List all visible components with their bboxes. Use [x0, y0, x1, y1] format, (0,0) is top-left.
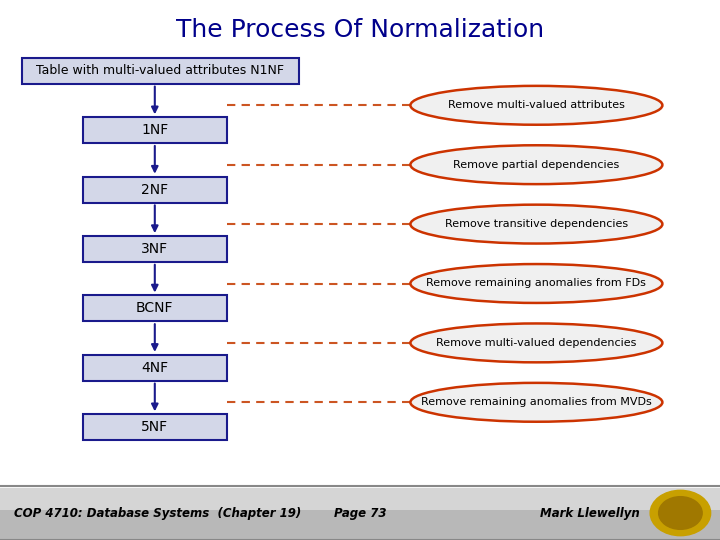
Text: Remove remaining anomalies from MVDs: Remove remaining anomalies from MVDs	[421, 397, 652, 407]
Text: BCNF: BCNF	[136, 301, 174, 315]
Text: COP 4710: Database Systems  (Chapter 19): COP 4710: Database Systems (Chapter 19)	[14, 507, 302, 519]
Text: Page 73: Page 73	[334, 507, 386, 519]
Ellipse shape	[410, 264, 662, 303]
Ellipse shape	[410, 86, 662, 125]
Ellipse shape	[410, 145, 662, 184]
FancyBboxPatch shape	[83, 414, 227, 440]
Circle shape	[650, 490, 711, 536]
Text: Remove transitive dependencies: Remove transitive dependencies	[445, 219, 628, 229]
FancyBboxPatch shape	[83, 117, 227, 143]
Ellipse shape	[410, 205, 662, 244]
FancyBboxPatch shape	[83, 236, 227, 262]
Text: 2NF: 2NF	[141, 183, 168, 197]
FancyBboxPatch shape	[83, 295, 227, 321]
Text: 4NF: 4NF	[141, 361, 168, 375]
Ellipse shape	[410, 323, 662, 362]
Ellipse shape	[410, 383, 662, 422]
FancyBboxPatch shape	[83, 355, 227, 381]
Text: 3NF: 3NF	[141, 242, 168, 256]
Text: Remove multi-valued attributes: Remove multi-valued attributes	[448, 100, 625, 110]
Text: 5NF: 5NF	[141, 420, 168, 434]
Text: Remove multi-valued dependencies: Remove multi-valued dependencies	[436, 338, 636, 348]
Text: 1NF: 1NF	[141, 123, 168, 137]
Bar	[0, 486, 720, 510]
FancyBboxPatch shape	[83, 177, 227, 202]
Bar	[0, 486, 720, 540]
Text: Table with multi-valued attributes N1NF: Table with multi-valued attributes N1NF	[36, 64, 284, 77]
Text: Remove partial dependencies: Remove partial dependencies	[454, 160, 619, 170]
Circle shape	[659, 497, 702, 529]
Text: Mark Llewellyn: Mark Llewellyn	[540, 507, 640, 519]
Text: The Process Of Normalization: The Process Of Normalization	[176, 18, 544, 42]
Text: Remove remaining anomalies from FDs: Remove remaining anomalies from FDs	[426, 279, 647, 288]
FancyBboxPatch shape	[22, 58, 299, 84]
